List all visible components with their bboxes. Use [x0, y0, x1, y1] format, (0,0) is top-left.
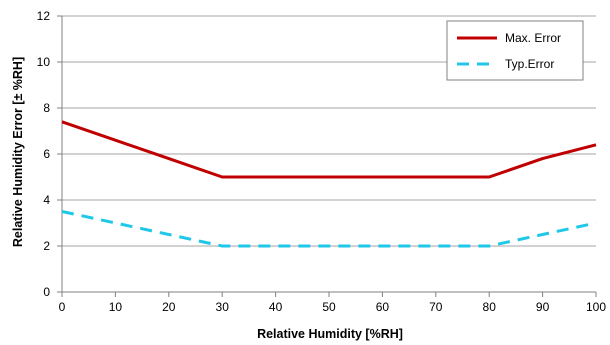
y-tick-label-4: 8 [43, 101, 50, 115]
y-axis-ticks: 0 2 4 6 8 10 12 [37, 9, 62, 299]
x-tick-label-0: 0 [59, 300, 66, 314]
x-tick-label-1: 10 [109, 300, 123, 314]
series-line-max-error [61, 120, 597, 179]
x-tick-label-4: 40 [269, 300, 283, 314]
y-tick-label-3: 6 [43, 147, 50, 161]
legend-label-max-error: Max. Error [505, 31, 561, 45]
x-tick-label-6: 60 [376, 300, 390, 314]
series-line-typ-error [61, 210, 597, 248]
series-layer [61, 120, 597, 248]
legend: Max. Error Typ.Error [446, 20, 584, 81]
x-tick-label-8: 80 [483, 300, 497, 314]
x-axis-title: Relative Humidity [%RH] [257, 327, 403, 341]
x-tick-label-10: 100 [586, 300, 606, 314]
x-tick-label-2: 20 [162, 300, 176, 314]
y-tick-label-0: 0 [43, 285, 50, 299]
x-tick-label-5: 50 [322, 300, 336, 314]
y-tick-label-1: 2 [43, 239, 50, 253]
y-tick-label-6: 12 [37, 9, 51, 23]
x-tick-label-9: 90 [536, 300, 550, 314]
y-axis-title: Relative Humidity Error [± %RH] [11, 57, 25, 247]
x-axis-ticks: 0 10 20 30 40 50 60 70 80 90 100 [59, 292, 606, 314]
legend-label-typ-error: Typ.Error [505, 57, 554, 71]
y-tick-label-5: 10 [37, 55, 51, 69]
x-tick-label-3: 30 [216, 300, 230, 314]
y-tick-label-2: 4 [43, 193, 50, 207]
x-tick-label-7: 70 [429, 300, 443, 314]
legend-box [446, 20, 584, 81]
